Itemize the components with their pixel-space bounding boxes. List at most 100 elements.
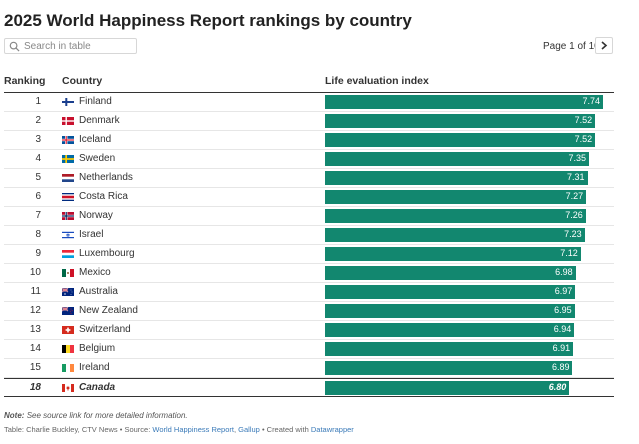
country-cell: New Zealand [79, 305, 138, 316]
country-cell: Sweden [79, 153, 116, 164]
value-bar: 7.27 [325, 190, 587, 204]
country-cell: Australia [79, 286, 118, 297]
rank-cell: 14 [29, 343, 41, 354]
value-label: 7.26 [565, 210, 583, 220]
table-row: 1 Finland 7.74 [4, 93, 614, 112]
rank-cell: 9 [35, 248, 41, 259]
value-label: 6.95 [554, 305, 572, 315]
table-row: 5 Netherlands 7.31 [4, 169, 614, 188]
footnote: Note: See source link for more detailed … [4, 411, 188, 420]
source-link-whr[interactable]: World Happiness Report [152, 425, 234, 434]
value-label: 7.35 [568, 153, 586, 163]
value-label: 7.52 [574, 134, 593, 144]
country-cell: Iceland [79, 134, 112, 145]
country-cell: Ireland [79, 362, 110, 373]
rank-cell: 1 [35, 96, 41, 107]
value-bar: 6.91 [325, 342, 574, 356]
value-label: 6.98 [555, 267, 573, 277]
rank-cell: 2 [35, 115, 41, 126]
value-bar: 7.52 [325, 133, 596, 147]
table-row: 9 Luxembourg 7.12 [4, 245, 614, 264]
value-label: 6.91 [552, 343, 571, 353]
page-title: 2025 World Happiness Report rankings by … [4, 11, 412, 30]
value-bar: 7.26 [325, 209, 586, 223]
rank-cell: 7 [35, 210, 41, 221]
luxembourg-flag-icon [62, 250, 74, 258]
table-row: 2 Denmark 7.52 [4, 112, 614, 131]
canada-flag-icon [62, 384, 74, 392]
value-label: 7.12 [560, 248, 578, 258]
norway-flag-icon [62, 212, 74, 220]
table-row-highlighted: 18 Canada 6.80 [4, 378, 614, 397]
header-divider [4, 92, 614, 93]
rank-cell: 10 [29, 267, 41, 278]
rank-cell: 8 [35, 229, 41, 240]
mexico-flag-icon [62, 269, 74, 277]
created-with-text: • Created with [261, 425, 309, 434]
page-indicator: Page 1 of 10 [543, 41, 600, 52]
table-row: 7 Norway 7.26 [4, 207, 614, 226]
country-cell: Luxembourg [79, 248, 135, 259]
country-cell: Netherlands [79, 172, 133, 183]
rank-cell: 15 [29, 362, 41, 373]
table-row: 14 Belgium 6.91 [4, 340, 614, 359]
source-link-gallup[interactable]: Gallup [238, 425, 260, 434]
country-cell: Belgium [79, 343, 116, 354]
table-row: 6 Costa Rica 7.27 [4, 188, 614, 207]
value-bar: 6.98 [325, 266, 576, 280]
rank-cell: 5 [35, 172, 41, 183]
denmark-flag-icon [62, 117, 74, 125]
source-prefix: Table: Charlie Buckley, CTV News • Sourc… [4, 425, 151, 434]
country-cell: Norway [79, 210, 113, 221]
country-cell: Denmark [79, 115, 120, 126]
search-input[interactable] [20, 39, 134, 53]
source-line: Table: Charlie Buckley, CTV News • Sourc… [4, 425, 354, 434]
column-header-life-evaluation[interactable]: Life evaluation index [325, 75, 429, 87]
table-row: 12 New Zealand 6.95 [4, 302, 614, 321]
next-page-button[interactable] [595, 37, 613, 54]
finland-flag-icon [62, 98, 74, 106]
country-cell: Switzerland [79, 324, 131, 335]
table-row: 4 Sweden 7.35 [4, 150, 614, 169]
country-cell: Finland [79, 96, 112, 107]
table-search[interactable] [4, 38, 137, 54]
switzerland-flag-icon [62, 326, 74, 334]
value-label: 7.23 [564, 229, 582, 239]
rank-cell: 13 [29, 324, 41, 335]
value-label: 6.94 [553, 324, 572, 334]
value-bar: 7.23 [325, 228, 585, 242]
value-bar: 7.31 [325, 171, 588, 185]
country-cell: Costa Rica [79, 191, 128, 202]
value-bar: 6.95 [325, 304, 575, 318]
country-cell: Mexico [79, 267, 111, 278]
rank-cell: 4 [35, 153, 41, 164]
column-header-country[interactable]: Country [62, 75, 103, 87]
iceland-flag-icon [62, 136, 74, 144]
value-bar: 6.89 [325, 361, 573, 375]
country-cell: Canada [79, 382, 116, 393]
table-row: 10 Mexico 6.98 [4, 264, 614, 283]
costa-rica-flag-icon [62, 193, 74, 201]
value-bar: 6.94 [325, 323, 575, 337]
value-bar: 6.80 [325, 381, 570, 395]
value-label: 7.31 [567, 172, 585, 182]
belgium-flag-icon [62, 345, 74, 353]
note-text: See source link for more detailed inform… [26, 411, 188, 420]
value-label: 6.97 [554, 286, 573, 296]
value-bar: 6.97 [325, 285, 576, 299]
datawrapper-link[interactable]: Datawrapper [310, 425, 354, 434]
table-row: 8 Israel 7.23 [4, 226, 614, 245]
column-header-ranking[interactable]: Ranking [4, 75, 46, 87]
table-row: 3 Iceland 7.52 [4, 131, 614, 150]
table-row: 13 Switzerland 6.94 [4, 321, 614, 340]
new-zealand-flag-icon [62, 307, 74, 315]
table-row: 15 Ireland 6.89 [4, 359, 614, 378]
rank-cell: 12 [29, 305, 41, 316]
country-cell: Israel [79, 229, 104, 240]
value-bar: 7.35 [325, 152, 589, 166]
value-label: 7.52 [574, 115, 593, 125]
chevron-right-icon [601, 41, 608, 50]
netherlands-flag-icon [62, 174, 74, 182]
rank-cell: 11 [30, 286, 41, 297]
australia-flag-icon [62, 288, 74, 296]
